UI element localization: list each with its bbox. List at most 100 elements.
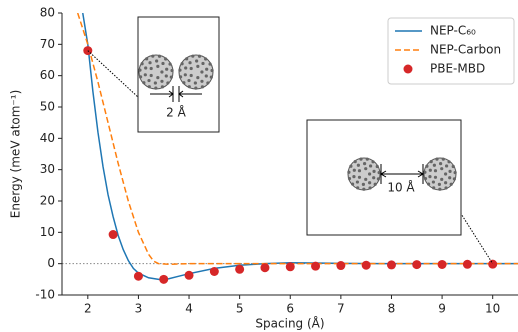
atom (201, 61, 205, 66)
atom (166, 81, 170, 85)
atom (164, 57, 168, 61)
legend-box (387, 17, 515, 85)
atom (448, 169, 452, 173)
atom (453, 170, 457, 175)
atom (209, 75, 213, 79)
atom (368, 164, 373, 168)
atom (188, 61, 192, 65)
atom (178, 68, 182, 72)
atom (142, 81, 146, 85)
atom (197, 54, 202, 58)
atom (182, 81, 186, 85)
x-tick-label: 10 (485, 302, 500, 316)
atom (144, 66, 148, 70)
atom (138, 68, 142, 72)
y-tick-label: 30 (40, 162, 55, 176)
data-point (260, 263, 270, 273)
atom (444, 186, 448, 190)
atom (376, 177, 381, 181)
y-tick-label: 80 (40, 6, 55, 20)
data-point (361, 260, 371, 270)
y-tick-label: 0 (47, 256, 55, 270)
atom (452, 177, 457, 181)
atom (189, 73, 193, 78)
atom (156, 76, 160, 80)
legend-label: NEP-C₆₀ (430, 24, 476, 38)
atom (368, 186, 372, 190)
data-point (386, 260, 396, 270)
atom (364, 177, 368, 181)
y-tick-label: 60 (40, 68, 55, 82)
atom (200, 85, 205, 89)
atom (375, 164, 379, 169)
data-point (209, 267, 219, 276)
atom (438, 162, 443, 166)
atom (362, 162, 367, 166)
atom (161, 61, 165, 66)
atom (194, 86, 198, 90)
atom (444, 181, 448, 185)
atom (352, 168, 356, 172)
atom (160, 79, 164, 83)
data-point (437, 259, 447, 269)
atom (208, 62, 212, 66)
atom (441, 157, 445, 161)
legend-label: NEP-Carbon (430, 43, 501, 57)
atom (187, 78, 191, 83)
atom (210, 68, 214, 73)
data-point (235, 264, 245, 274)
atom (155, 59, 159, 63)
y-tick-label: 50 (40, 100, 55, 114)
atom (138, 75, 143, 79)
x-tick-label: 4 (185, 302, 193, 316)
atom (362, 187, 366, 191)
atom (185, 57, 189, 61)
atom (157, 54, 162, 58)
atom (350, 182, 355, 186)
atom (371, 160, 375, 164)
x-tick-label: 3 (135, 302, 143, 316)
atom (349, 164, 353, 168)
y-tick-label: 70 (40, 37, 55, 51)
atom (359, 157, 363, 161)
atom (357, 169, 362, 173)
atom (437, 182, 442, 186)
x-tick-label: 5 (236, 302, 244, 316)
atom (205, 67, 209, 71)
leader (87, 50, 140, 99)
data-point (133, 271, 143, 281)
leader (445, 189, 494, 264)
atom (204, 74, 208, 78)
atom (143, 73, 147, 77)
data-point (336, 261, 346, 271)
atom (451, 164, 455, 169)
y-tick-label: 10 (40, 225, 55, 239)
atom (149, 73, 153, 78)
atom (356, 186, 360, 190)
atom (154, 86, 158, 90)
atom (444, 164, 449, 168)
x-tick-label: 6 (286, 302, 294, 316)
atom (423, 176, 428, 181)
legend-marker (403, 64, 413, 74)
atom (372, 169, 376, 173)
atom (200, 79, 204, 83)
atom (187, 85, 191, 89)
atom (189, 66, 193, 71)
annotation: 2 Å (166, 105, 186, 120)
atom (168, 62, 172, 66)
atom (160, 85, 165, 89)
atom (426, 182, 431, 186)
atom (440, 167, 444, 171)
atom (178, 75, 183, 79)
atom (196, 64, 200, 68)
atom (183, 73, 187, 77)
atom (355, 180, 360, 184)
data-point (184, 270, 194, 280)
atom (200, 70, 204, 74)
atom (448, 176, 452, 180)
atom (140, 62, 144, 66)
atom (438, 187, 442, 191)
atom (356, 163, 360, 167)
